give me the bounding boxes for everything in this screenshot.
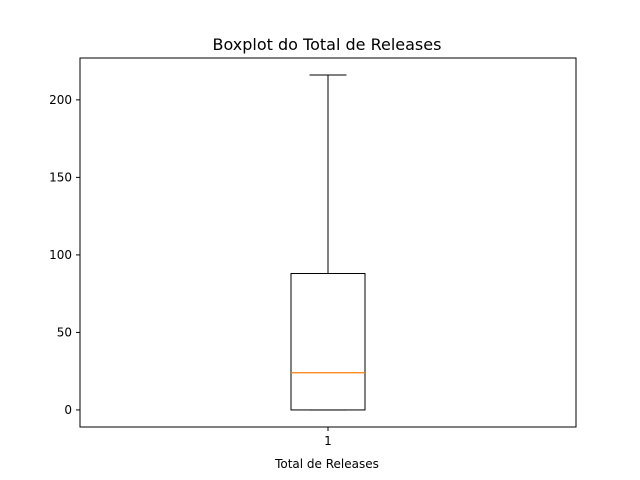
box	[290, 273, 366, 411]
y-tick-label: 200	[49, 93, 72, 107]
y-tick-label: 100	[49, 248, 72, 262]
x-tick-label: 1	[324, 434, 332, 448]
chart-title: Boxplot do Total de Releases	[213, 35, 442, 54]
y-tick-label: 150	[49, 170, 72, 184]
plot-area: 0 50 100 150 200 1	[49, 57, 577, 448]
x-axis-label: Total de Releases	[274, 457, 379, 471]
y-tick-label: 0	[64, 403, 72, 417]
y-tick-label: 50	[57, 325, 72, 339]
